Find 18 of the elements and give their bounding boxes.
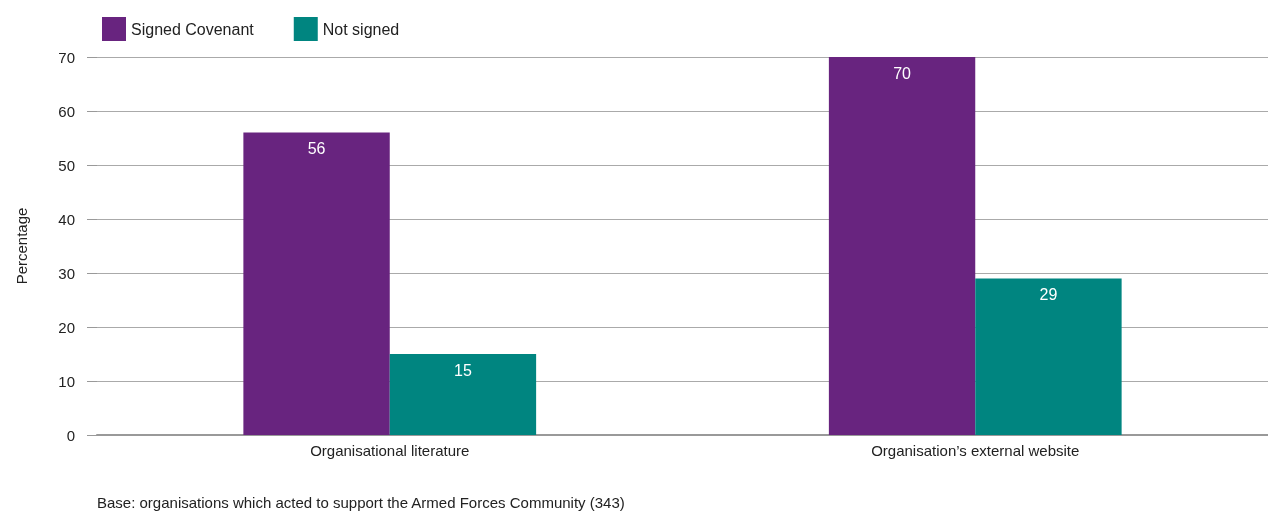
x-tick-label: Organisation’s external website (871, 442, 1080, 459)
y-tick-label: 60 (58, 102, 75, 120)
y-tick-label: 20 (58, 318, 75, 336)
x-tick-label: Organisational literature (310, 442, 470, 459)
data-label: 29 (1039, 285, 1058, 303)
y-tick-label: 10 (58, 372, 75, 390)
legend-label: Signed Covenant (131, 20, 255, 38)
y-tick-label: 40 (58, 210, 75, 228)
data-label: 70 (893, 64, 912, 82)
y-tick-label: 30 (58, 264, 75, 282)
y-axis-title: Percentage (13, 207, 30, 285)
data-label: 56 (307, 140, 326, 158)
legend-label: Not signed (322, 20, 400, 38)
y-tick-label: 50 (58, 156, 75, 174)
text: Base: organisations which acted to support the Armed Forces Community (343) (97, 494, 625, 511)
y-tick-label: 70 (58, 48, 75, 66)
y-tick-label: 0 (66, 426, 75, 444)
data-label: 15 (454, 361, 472, 379)
